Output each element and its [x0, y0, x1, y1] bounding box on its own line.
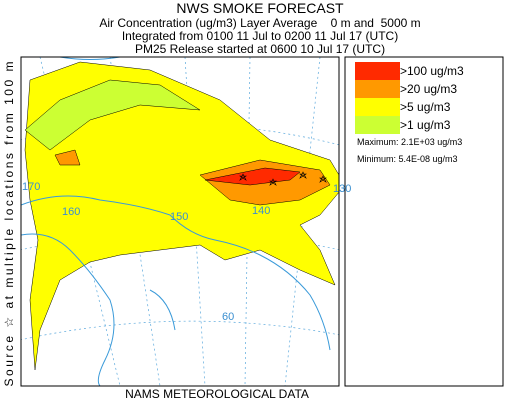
- smoke-area: [24, 61, 339, 371]
- smoke-area: [24, 79, 201, 151]
- legend-maximum: Maximum: 2.1E+03 ug/m3: [357, 137, 462, 147]
- map-frame: [20, 56, 340, 387]
- legend-label: >100 ug/m3: [400, 64, 464, 78]
- legend-frame: [344, 56, 504, 387]
- smoke-area: [54, 149, 81, 166]
- map-label: 130: [333, 183, 351, 195]
- map-label: 60: [222, 311, 234, 323]
- legend-swatch: [355, 116, 400, 134]
- map-label: 140: [252, 205, 270, 217]
- legend-swatch: [355, 98, 400, 116]
- legend: >100 ug/m3 >20 ug/m3 >5 ug/m3 >1 ug/m3 Maxi…: [344, 56, 504, 387]
- subtitle-line: PM25 Release started at 0600 10 Jul 17 (…: [135, 42, 385, 56]
- source-stars: [239, 171, 327, 186]
- legend-swatch: [355, 80, 400, 98]
- subtitle-line: Air Concentration (ug/m3) Layer Average …: [99, 16, 420, 30]
- legend-minimum: Minimum: 5.4E-08 ug/m3: [357, 154, 458, 164]
- legend-swatch: [355, 62, 400, 80]
- legend-label: >1 ug/m3: [400, 118, 451, 132]
- coastline: [21, 57, 331, 386]
- map-label: 150: [170, 211, 188, 223]
- map: 170 160 150 140 130 60: [20, 56, 351, 387]
- title: NWS SMOKE FORECAST: [176, 0, 344, 16]
- map-label: 170: [22, 181, 40, 193]
- legend-label: >5 ug/m3: [400, 100, 451, 114]
- side-label: Source ☆ at multiple locations from 100 …: [2, 62, 16, 387]
- subtitle-line: Integrated from 0100 11 Jul to 0200 11 J…: [122, 29, 398, 43]
- legend-label: >20 ug/m3: [400, 82, 457, 96]
- footer: NAMS METEOROLOGICAL DATA: [125, 387, 309, 401]
- map-label: 160: [62, 206, 80, 218]
